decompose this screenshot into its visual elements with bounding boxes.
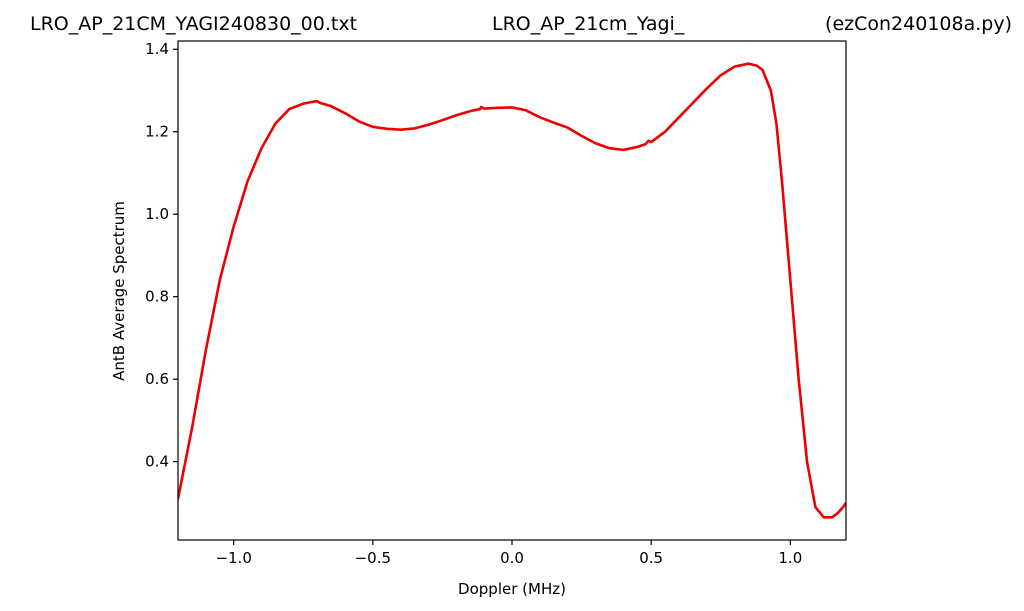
series-line-0	[178, 62, 846, 519]
x-tick-label: −0.5	[355, 549, 391, 567]
chart-titles: LRO_AP_21CM_YAGI240830_00.txt LRO_AP_21c…	[30, 13, 1012, 35]
title-left: LRO_AP_21CM_YAGI240830_00.txt	[30, 13, 357, 35]
y-axis-ticks: 0.4 0.6 0.8 1.0 1.2 1.4	[145, 40, 178, 471]
x-tick-label: −1.0	[215, 549, 251, 567]
y-tick-label: 0.6	[145, 370, 169, 388]
title-center: LRO_AP_21cm_Yagi_	[492, 13, 685, 35]
y-tick-label: 1.4	[145, 40, 169, 58]
y-tick-label: 0.4	[145, 453, 169, 471]
x-tick-label: 0.0	[500, 549, 524, 567]
x-tick-label: 1.0	[778, 549, 802, 567]
x-tick-label: 0.5	[639, 549, 663, 567]
y-axis-label: AntB Average Spectrum	[110, 201, 128, 381]
y-tick-label: 0.8	[145, 288, 169, 306]
x-axis-ticks: −1.0 −0.5 0.0 0.5 1.0	[215, 540, 802, 567]
y-tick-label: 1.0	[145, 205, 169, 223]
y-tick-label: 1.2	[145, 123, 169, 141]
title-right: (ezCon240108a.py)	[825, 13, 1012, 35]
plot-frame	[177, 40, 847, 541]
plot-area	[177, 40, 847, 541]
x-axis-label: Doppler (MHz)	[458, 580, 566, 598]
